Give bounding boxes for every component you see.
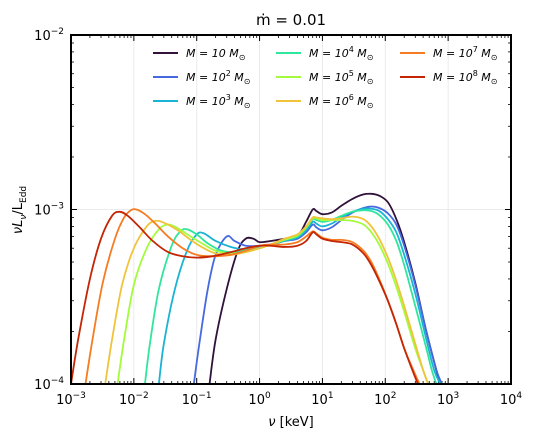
y-tick-label: 10−2 (34, 27, 64, 44)
x-tick-label: 101 (311, 391, 333, 408)
grid (71, 35, 511, 384)
plot-frame (70, 34, 512, 385)
legend: M = 10 M⊙ M = 102 M⊙ M = 103 M⊙ M = 104 M⊙ M… (153, 45, 498, 110)
x-axis-label: ν [keV] (268, 415, 314, 430)
y-axis-label: νLν/LEdd (11, 186, 29, 234)
series-line-1 (208, 192, 442, 385)
legend-label-3: M = 103 M⊙ (186, 93, 251, 110)
x-tick-label: 10−1 (182, 391, 212, 408)
legend-label-5: M = 105 M⊙ (309, 69, 374, 86)
legend-label-7: M = 107 M⊙ (433, 45, 498, 62)
legend-label-1: M = 10 M⊙ (186, 47, 245, 62)
x-tick-label: 102 (374, 391, 396, 408)
y-tick-label: 10−4 (34, 376, 64, 393)
x-tick-label: 100 (248, 391, 271, 408)
chart-title: ṁ = 0.01 (256, 11, 326, 29)
x-tick-label: 10−3 (56, 391, 86, 408)
legend-label-4: M = 104 M⊙ (309, 45, 374, 62)
x-tick-label: 10−2 (119, 391, 149, 408)
series-lines (70, 192, 443, 385)
series-line-3 (157, 207, 442, 385)
legend-label-2: M = 102 M⊙ (186, 69, 251, 86)
series-line-2 (192, 205, 443, 385)
y-tick-label: 10−3 (34, 202, 64, 219)
series-line-7 (84, 208, 421, 385)
x-tick-label: 104 (500, 391, 523, 408)
legend-label-6: M = 106 M⊙ (309, 93, 374, 110)
series-line-8 (70, 210, 419, 385)
x-tick-label: 103 (437, 391, 459, 408)
series-line-6 (104, 215, 429, 385)
legend-label-8: M = 108 M⊙ (433, 69, 498, 86)
